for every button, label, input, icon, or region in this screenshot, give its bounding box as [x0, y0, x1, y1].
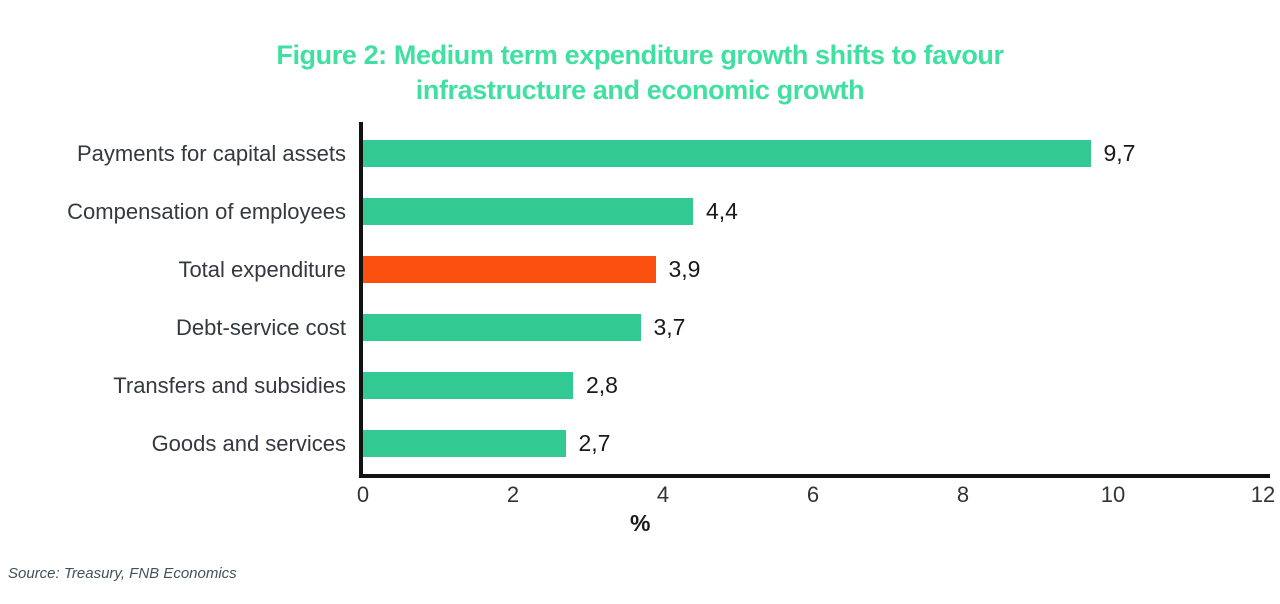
- bar: [363, 429, 566, 457]
- x-tick-label: 12: [1250, 482, 1276, 507]
- x-tick-label: 4: [656, 482, 670, 507]
- category-label: Payments for capital assets: [76, 140, 346, 166]
- chart-title-line-1: Figure 2: Medium term expenditure growth…: [276, 40, 1004, 70]
- value-label: 3,7: [653, 313, 686, 340]
- x-tick-label: 6: [806, 482, 820, 507]
- chart-title-line-2: infrastructure and economic growth: [415, 75, 865, 105]
- category-label: Transfers and subsidies: [113, 372, 346, 398]
- bar-highlighted: [363, 255, 656, 283]
- value-label: 3,9: [668, 255, 701, 282]
- source-note: Source: Treasury, FNB Economics: [8, 565, 237, 582]
- category-label: Total expenditure: [178, 256, 346, 282]
- x-tick-label: 8: [956, 482, 970, 507]
- x-axis-title: %: [630, 510, 651, 536]
- x-tick-label: 2: [506, 482, 520, 507]
- value-label: 2,8: [586, 371, 618, 398]
- bar: [363, 139, 1091, 167]
- value-label: 4,4: [706, 197, 738, 224]
- x-axis-line: [359, 474, 1270, 478]
- x-tick-label: 0: [356, 482, 370, 507]
- value-label: 9,7: [1103, 139, 1136, 166]
- value-label: 2,7: [578, 429, 611, 456]
- chart-title: Figure 2: Medium term expenditure growth…: [0, 38, 1280, 108]
- bar: [363, 313, 641, 341]
- y-axis-line: [359, 122, 363, 478]
- bar: [363, 371, 573, 399]
- category-label: Compensation of employees: [67, 198, 346, 224]
- category-label: Goods and services: [151, 430, 346, 456]
- x-tick-label: 10: [1100, 482, 1126, 507]
- bar: [363, 197, 693, 225]
- category-label: Debt-service cost: [176, 314, 346, 340]
